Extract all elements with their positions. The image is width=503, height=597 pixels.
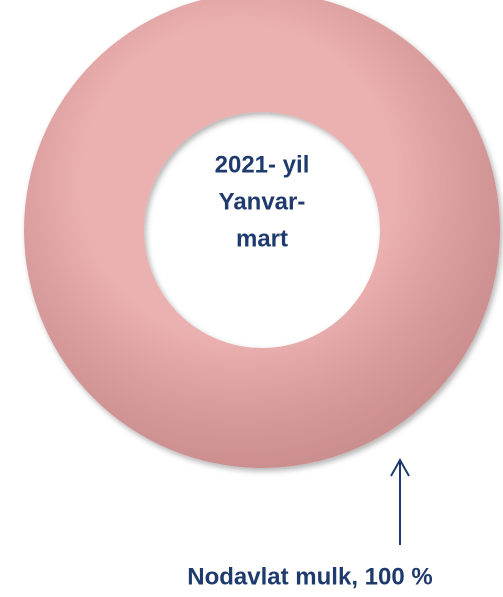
center-text: 2021- yil Yanvar-mart [215,151,310,252]
center-text-line: Yanvar- [219,188,306,215]
donut [24,0,500,468]
segment-shade [24,0,500,468]
data-label: Nodavlat mulk, 100 % [187,563,432,590]
center-text-line: 2021- yil [215,151,310,178]
center-text-line: mart [236,225,288,252]
arrow-head [390,457,410,477]
